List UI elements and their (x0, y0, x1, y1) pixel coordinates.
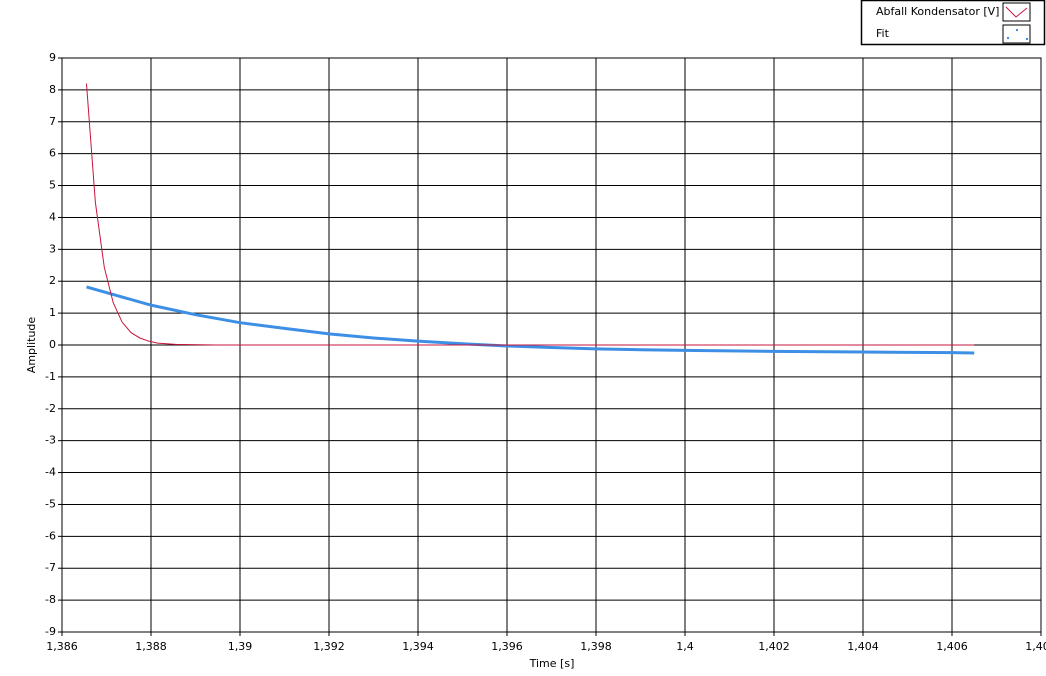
y-tick-label: 8 (49, 83, 56, 96)
x-tick-label: 1,388 (135, 640, 167, 653)
legend-swatch-box (1002, 24, 1031, 44)
x-tick-label: 1,404 (847, 640, 879, 653)
y-tick-label: -6 (45, 529, 56, 542)
x-tick-label: 1,4 (676, 640, 694, 653)
x-tick-label: 1,386 (46, 640, 78, 653)
y-axis-label: Amplitude (25, 317, 38, 374)
y-tick-label: 6 (49, 147, 56, 160)
y-tick-label: -2 (45, 402, 56, 415)
y-tick-label: -9 (45, 625, 56, 638)
x-tick-label: 1,402 (758, 640, 790, 653)
x-tick-label: 1,396 (491, 640, 523, 653)
y-tick-label: 3 (49, 242, 56, 255)
x-tick-label: 1,398 (580, 640, 612, 653)
y-tick-label: 9 (49, 51, 56, 64)
x-axis-label: Time [s] (529, 657, 575, 670)
legend-swatch (1007, 37, 1009, 39)
y-tick-label: -4 (45, 466, 56, 479)
legend-swatch (1016, 29, 1018, 31)
x-tick-label: 1,406 (936, 640, 968, 653)
y-tick-label: 1 (49, 306, 56, 319)
y-tick-label: -1 (45, 370, 56, 383)
y-tick-label: 5 (49, 179, 56, 192)
y-tick-label: 7 (49, 115, 56, 128)
data-line (85, 83, 975, 346)
y-tick-label: -5 (45, 497, 56, 510)
y-tick-label: 0 (49, 338, 56, 351)
y-tick-label: 4 (49, 210, 56, 223)
x-tick-label: 1,394 (402, 640, 434, 653)
legend-swatch (1005, 6, 1028, 18)
y-tick-label: -3 (45, 434, 56, 447)
legend-label: Abfall Kondensator [V] (876, 5, 999, 18)
plot-frame (61, 57, 1042, 633)
x-tick-label: 1,39 (228, 640, 253, 653)
y-tick-label: 2 (49, 274, 56, 287)
legend-label: Fit (876, 27, 890, 40)
legend-swatch (1026, 38, 1028, 40)
y-tick-label: -7 (45, 561, 56, 574)
x-tick-label: 1,408 (1025, 640, 1046, 653)
y-tick-label: -8 (45, 593, 56, 606)
x-tick-label: 1,392 (313, 640, 345, 653)
legend-swatch-box (1002, 2, 1031, 22)
